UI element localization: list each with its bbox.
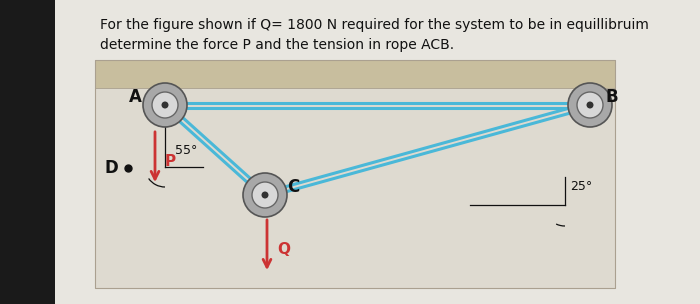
Circle shape (587, 102, 594, 109)
Circle shape (243, 173, 287, 217)
Text: Q: Q (277, 243, 290, 257)
Text: P: P (165, 154, 176, 170)
Circle shape (262, 192, 269, 199)
Circle shape (252, 182, 278, 208)
Text: 55°: 55° (175, 144, 197, 157)
Text: For the figure shown if Q= 1800 N required for the system to be in equillibruim: For the figure shown if Q= 1800 N requir… (100, 18, 649, 32)
Bar (95, 60, 615, 88)
Text: B: B (606, 88, 618, 106)
Text: A: A (129, 88, 141, 106)
Text: 25°: 25° (570, 181, 592, 194)
Circle shape (162, 102, 169, 109)
Text: C: C (287, 178, 299, 196)
Circle shape (152, 92, 178, 118)
Text: D: D (104, 159, 118, 177)
Circle shape (143, 83, 187, 127)
Circle shape (577, 92, 603, 118)
Circle shape (568, 83, 612, 127)
Bar (95, 88, 615, 288)
Bar (0, 0, 55, 304)
Bar (95, 60, 615, 288)
Text: determine the force P and the tension in rope ACB.: determine the force P and the tension in… (100, 38, 454, 52)
